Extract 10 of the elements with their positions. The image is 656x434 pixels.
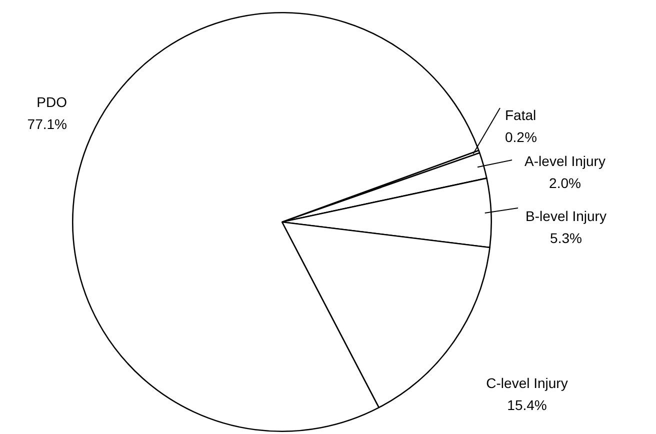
data-label: 2.0%	[549, 174, 581, 191]
data-label: 77.1%	[27, 116, 67, 132]
slice-label: PDO	[36, 94, 68, 110]
slice-label: Fatal	[505, 106, 536, 123]
data-label: 0.2%	[505, 128, 537, 145]
slice-label: C-level Injury	[486, 374, 568, 391]
slice-label: A-level Injury	[524, 152, 606, 169]
data-label: 5.3%	[550, 230, 582, 246]
slice-label: B-level Injury	[526, 208, 606, 224]
data-label: 15.4%	[507, 396, 547, 413]
